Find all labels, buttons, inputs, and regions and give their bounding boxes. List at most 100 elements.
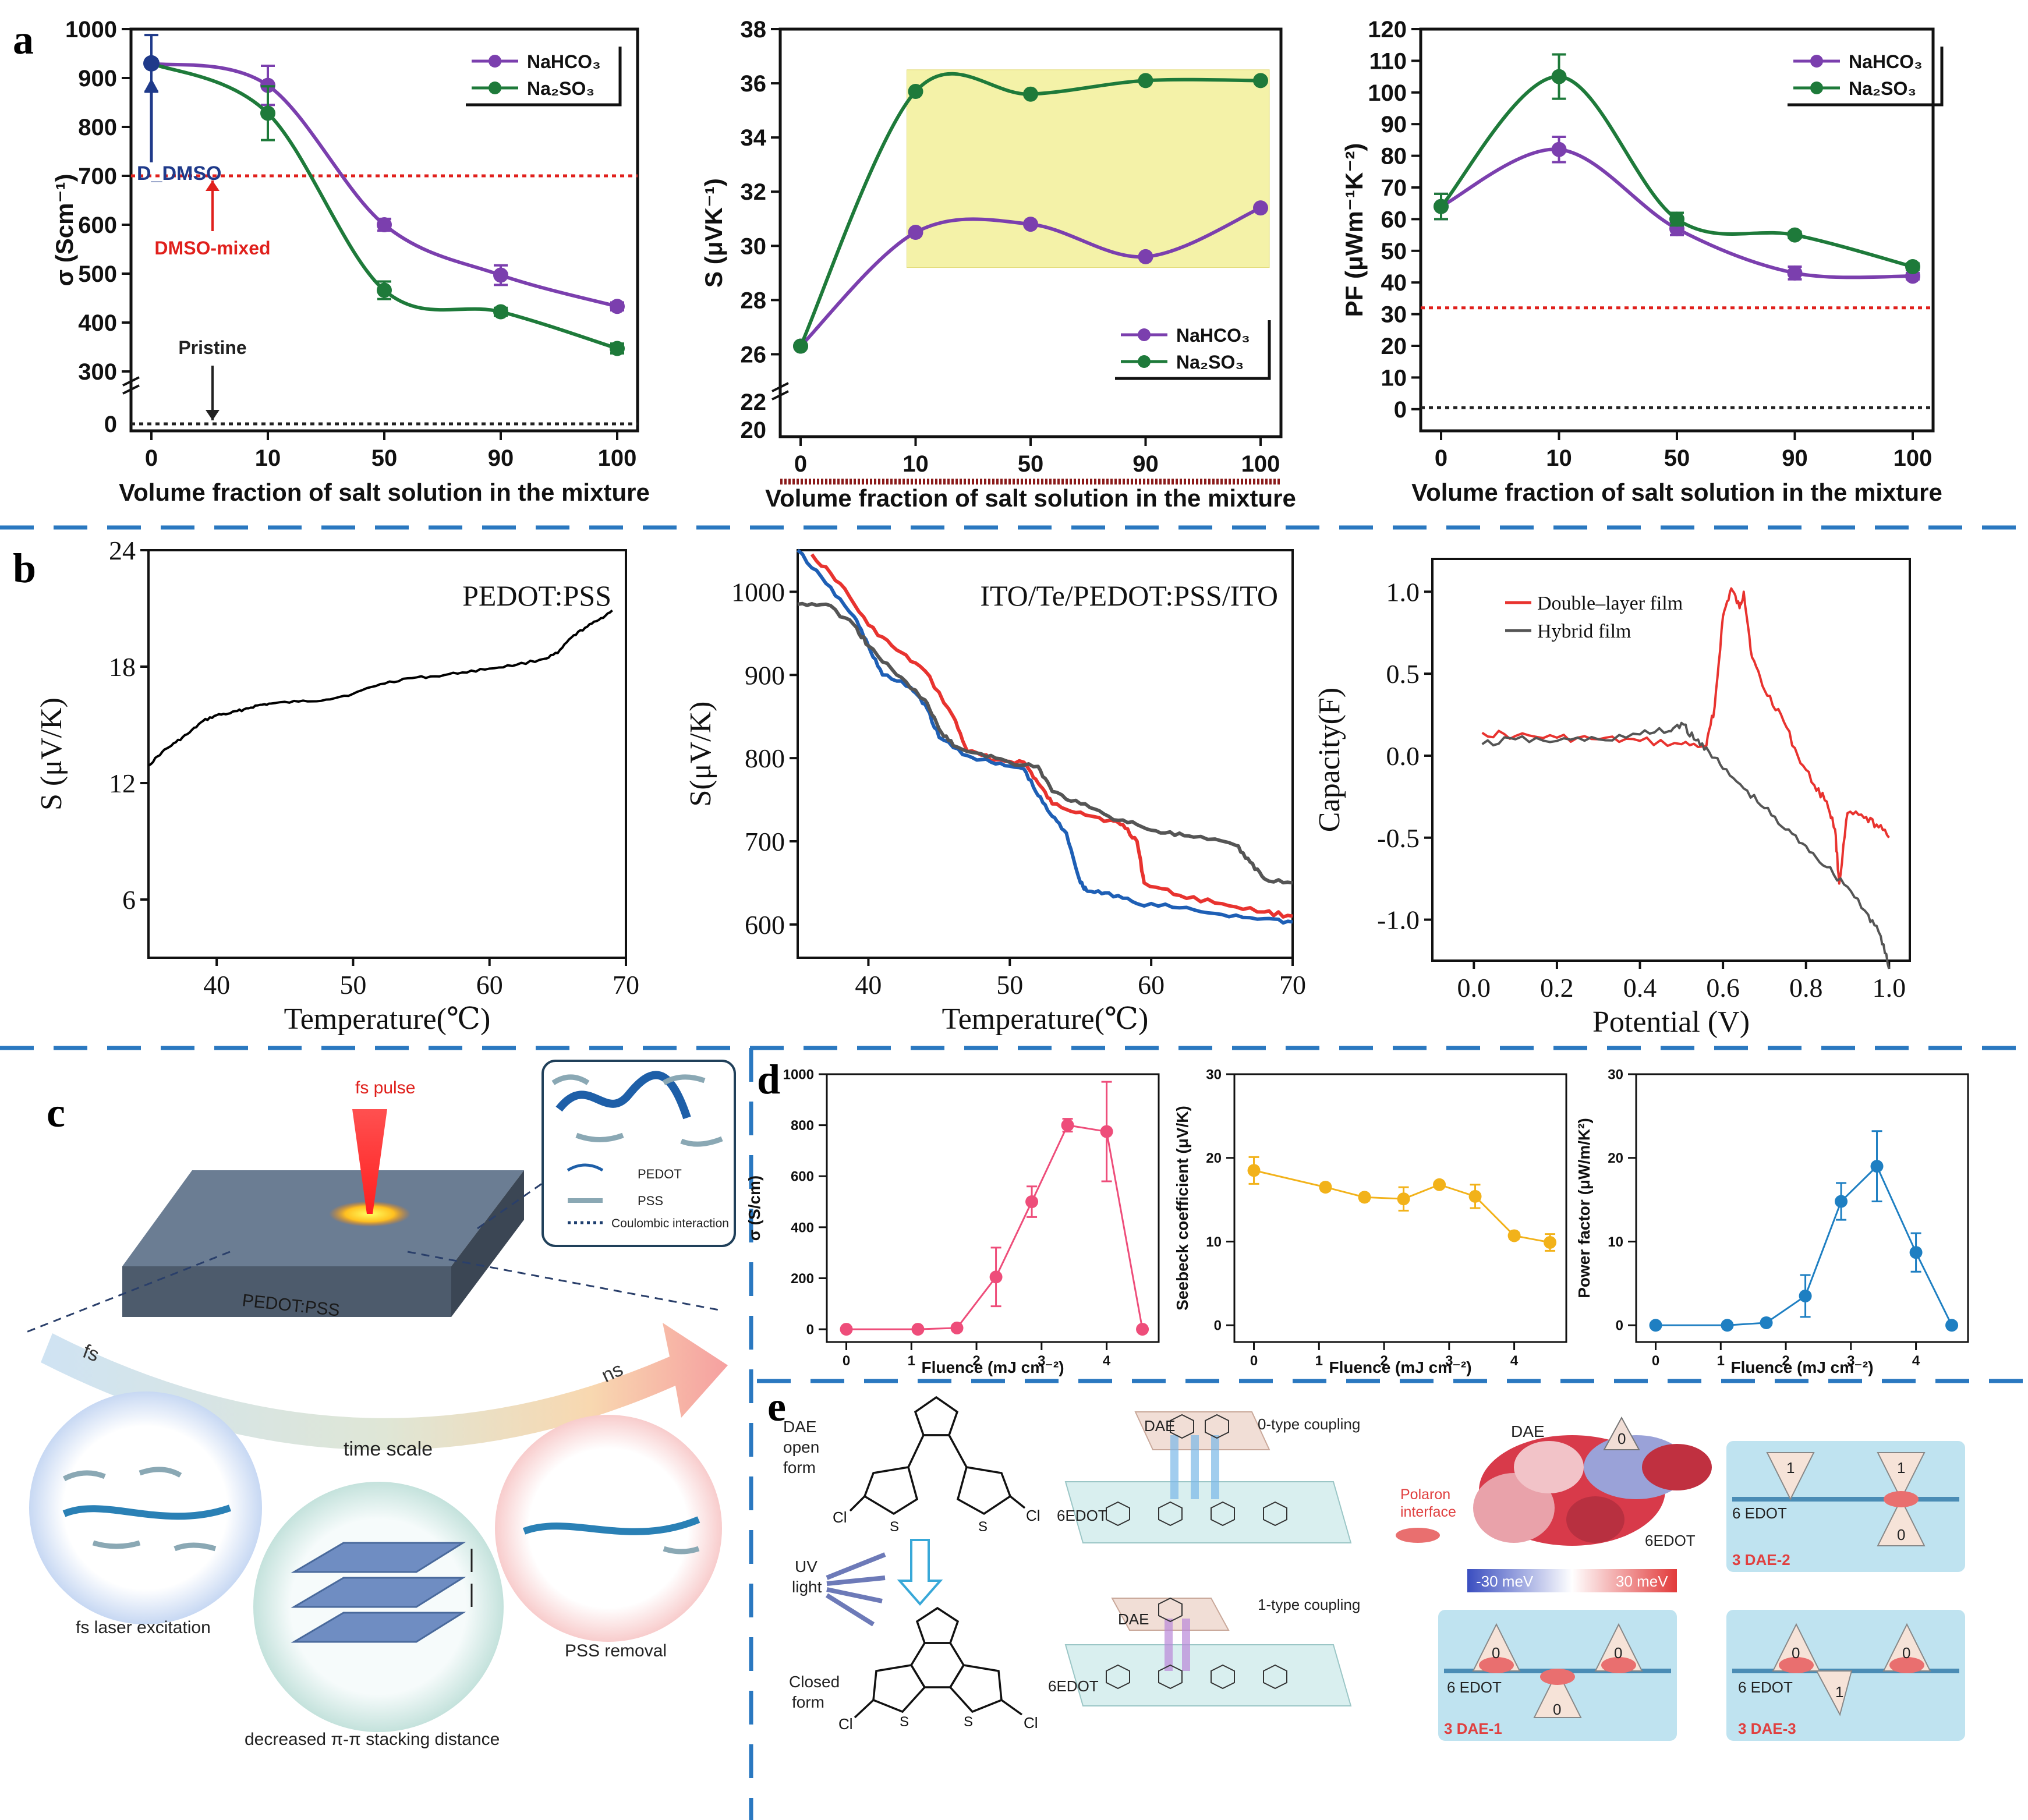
data-point xyxy=(1507,1229,1521,1242)
pristine-data-point xyxy=(143,55,160,72)
reference-arrow-head xyxy=(206,180,220,191)
data-point xyxy=(377,217,392,232)
legend-coulombic: Coulombic interaction xyxy=(611,1217,729,1230)
series-line xyxy=(797,601,1293,885)
y-tick-label: 1000 xyxy=(65,17,117,43)
y-tick-label: 110 xyxy=(1369,48,1407,74)
dae3-one: 1 xyxy=(1835,1683,1843,1701)
y-tick-label: 26 xyxy=(741,342,767,367)
data-point xyxy=(1433,1178,1446,1191)
x-axis-label: Temperature(℃) xyxy=(284,1003,491,1036)
plot-annotation: PEDOT:PSS xyxy=(462,579,611,612)
y-tick-label: 18 xyxy=(109,652,136,682)
x-tick-label: 60 xyxy=(476,970,503,1000)
dae2-zero: 0 xyxy=(1897,1526,1905,1543)
data-point xyxy=(1025,1195,1039,1209)
y-tick-label: 0 xyxy=(806,1322,814,1337)
dae-label-bottom: DAE xyxy=(1118,1610,1149,1628)
x-tick-label: 0 xyxy=(1435,445,1447,471)
data-point xyxy=(1247,1164,1261,1177)
y-tick-label: 700 xyxy=(78,164,117,189)
series-line xyxy=(1481,587,1890,885)
chart-power-factor-vs-volume-fraction: 0 10 20 30 40 50 60 70 80 90 100 110 120 0 10 50 90 100 Vo… xyxy=(1340,17,1944,506)
y-tick-label: -0.5 xyxy=(1377,823,1420,853)
data-point xyxy=(1136,1323,1149,1336)
chart-seebeck-vs-temperature-ito: 40 50 60 70 600 700 800 900 1000 Temperature(℃) S(… xyxy=(684,548,1306,1036)
panel-letter-a: a xyxy=(13,16,34,63)
y-break-tick-label: 0 xyxy=(104,412,117,437)
dae1-bottom-zero: 0 xyxy=(1553,1701,1561,1718)
y-tick-label: 800 xyxy=(78,115,117,140)
fs-laser-beam xyxy=(352,1109,387,1214)
config-box-dae-1 xyxy=(1438,1610,1677,1741)
data-point xyxy=(1787,265,1803,281)
x-tick-label: 3 xyxy=(1445,1353,1453,1369)
y-tick-label: 20 xyxy=(1608,1150,1623,1166)
legend-label: Na₂SO₃ xyxy=(1849,78,1916,99)
x-tick-label: 0 xyxy=(145,445,158,471)
x-tick-label: 70 xyxy=(613,970,639,1000)
s-left-closed: S xyxy=(900,1714,909,1730)
legend-pedot: PEDOT xyxy=(638,1167,682,1181)
data-point xyxy=(1468,1189,1482,1203)
dae-label-top: DAE xyxy=(1144,1417,1175,1435)
y-tick-label: 50 xyxy=(1381,239,1407,264)
data-point xyxy=(908,84,923,100)
y-axis-label: S (μV/K) xyxy=(35,697,68,810)
y-tick-label: 300 xyxy=(78,359,117,385)
y-tick-label: 900 xyxy=(745,660,785,690)
y-tick-label: 70 xyxy=(1381,175,1407,201)
y-axis-label: S(μV/K) xyxy=(684,702,717,807)
y-tick-label: 120 xyxy=(1368,17,1407,43)
y-tick-label: -1.0 xyxy=(1377,905,1420,935)
y-tick-label: 30 xyxy=(741,233,767,259)
caption-stacking-distance: decreased π-π stacking distance xyxy=(245,1730,500,1749)
panel-c-schematic: fs ns time scale PEDOT:PSS fs pulse PEDO… xyxy=(23,1060,736,1749)
x-tick-label: 4 xyxy=(1103,1353,1111,1369)
s-right-open: S xyxy=(978,1519,988,1535)
legend-frame xyxy=(1115,320,1271,380)
dae-open-2: open xyxy=(783,1438,819,1456)
y-axis-label: Power factor (μW/m/K²) xyxy=(1575,1118,1593,1298)
x-tick-label: 0 xyxy=(1250,1353,1258,1369)
series-line xyxy=(810,553,1293,919)
panel-letter-d: d xyxy=(757,1056,780,1103)
data-point xyxy=(908,225,923,240)
x-tick-label: 90 xyxy=(1782,445,1808,471)
y-tick-label: 100 xyxy=(1368,80,1407,106)
x-axis-label: Fluence (mJ cm⁻²) xyxy=(1329,1358,1471,1376)
reference-arrow-head xyxy=(206,410,220,420)
y-axis-label: Capacity(F) xyxy=(1313,688,1346,832)
x-tick-label: 3 xyxy=(1847,1353,1854,1369)
legend-pss: PSS xyxy=(638,1194,663,1208)
x-axis-label: Fluence (mJ cm⁻²) xyxy=(921,1358,1064,1376)
x-tick-label: 50 xyxy=(1664,445,1690,471)
config-box-dae-3 xyxy=(1726,1610,1965,1741)
y-tick-label: 30 xyxy=(1206,1067,1222,1082)
x-axis-label: Volume fraction of salt solution in the … xyxy=(1411,479,1942,506)
dae2-title: 3 DAE-2 xyxy=(1732,1551,1790,1568)
y-tick-label: 20 xyxy=(1381,334,1407,359)
polaron-label-2: interface xyxy=(1400,1504,1456,1520)
chart-conductivity-vs-volume-fraction: 300 400 500 600 700 800 900 1000 0 0 10 50 90 100 Volu… xyxy=(51,17,650,506)
caption-pss-removal: PSS removal xyxy=(565,1641,667,1660)
y-tick-label: 0.5 xyxy=(1386,659,1420,689)
zero-triangle-surface: 0 xyxy=(1618,1430,1626,1447)
uv-label-1: UV xyxy=(795,1557,817,1575)
data-point xyxy=(1870,1160,1884,1173)
y-tick-label: 80 xyxy=(1381,144,1407,169)
dae-open-1: DAE xyxy=(783,1418,817,1436)
legend-label: Na₂SO₃ xyxy=(1176,352,1244,373)
x-tick-label: 10 xyxy=(255,445,281,471)
dae3-title: 3 DAE-3 xyxy=(1738,1720,1796,1737)
series-line xyxy=(1655,1165,1953,1326)
data-point xyxy=(1138,249,1153,264)
reference-line-label: DMSO-mixed xyxy=(154,238,270,259)
y-tick-label: 200 xyxy=(791,1271,814,1287)
y-tick-label: 32 xyxy=(741,179,767,205)
y-tick-label: 30 xyxy=(1608,1067,1623,1082)
molecule-legend-inset: PEDOT PSS Coulombic interaction xyxy=(541,1060,736,1247)
data-point xyxy=(1551,141,1567,157)
y-tick-label: 34 xyxy=(741,125,767,151)
